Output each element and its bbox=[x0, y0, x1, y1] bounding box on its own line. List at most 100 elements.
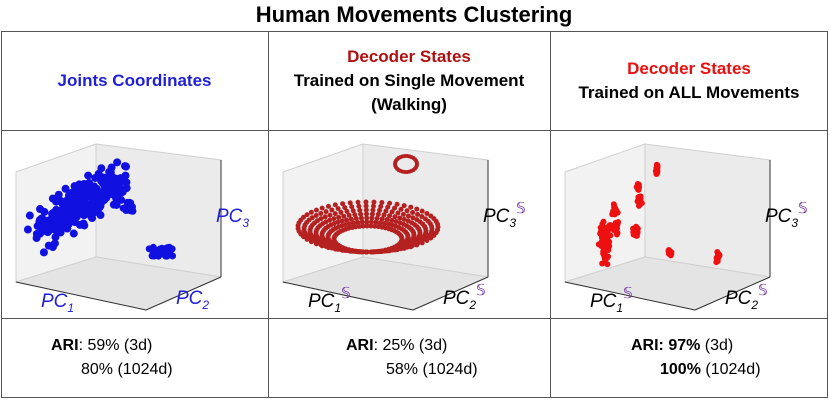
scatter-point bbox=[353, 224, 359, 230]
panel-header: (Walking) bbox=[371, 95, 447, 114]
scatter-point bbox=[358, 211, 364, 217]
axis-edge bbox=[15, 281, 147, 311]
scatter-point bbox=[79, 199, 88, 208]
scatter-point bbox=[372, 249, 378, 255]
scatter-point bbox=[50, 239, 59, 248]
table-grid bbox=[1, 31, 828, 398]
scatter-point bbox=[61, 184, 70, 193]
scatter-point bbox=[394, 201, 400, 207]
scatter-point bbox=[410, 215, 416, 221]
axis-label: PC1𝕊 bbox=[308, 285, 351, 315]
scatter-point bbox=[364, 219, 370, 225]
scatter-point bbox=[368, 249, 374, 255]
scatter-point bbox=[325, 203, 331, 209]
scatter-point bbox=[323, 209, 329, 215]
scatter-point bbox=[353, 216, 359, 222]
scatter-point bbox=[364, 215, 370, 221]
scatter-point bbox=[604, 227, 611, 234]
axis-label-sup: 𝕊 bbox=[516, 200, 526, 217]
scatter-point bbox=[356, 223, 362, 229]
scatter-point bbox=[630, 229, 637, 236]
scatter-point bbox=[355, 219, 361, 225]
scatter-point bbox=[50, 213, 59, 222]
scatter-point bbox=[408, 204, 414, 210]
scatter-point bbox=[419, 214, 425, 220]
scatter-point bbox=[397, 215, 403, 221]
scatter-point bbox=[80, 180, 89, 189]
scatter-point bbox=[368, 223, 374, 229]
scatter-point bbox=[51, 233, 60, 242]
scatter-point bbox=[612, 225, 619, 232]
scatter-point bbox=[304, 212, 310, 218]
scatter-point bbox=[148, 252, 156, 260]
ari-text: (1024d) bbox=[701, 361, 761, 378]
scatter-point bbox=[360, 249, 366, 255]
scatter-point bbox=[398, 206, 404, 212]
scatter-point bbox=[163, 252, 171, 260]
axis-label-sub: 3 bbox=[242, 216, 249, 230]
axis-label: PC2𝕊 bbox=[443, 282, 486, 312]
scatter-point bbox=[23, 225, 32, 234]
scatter-point bbox=[363, 203, 369, 209]
scatter-point bbox=[338, 209, 344, 215]
scatter-point bbox=[327, 212, 333, 218]
axis-label-base: PC bbox=[216, 206, 243, 227]
scatter-point bbox=[100, 175, 109, 184]
scatter-point bbox=[52, 205, 61, 214]
scatter-point bbox=[611, 210, 618, 217]
scatter-point bbox=[375, 211, 381, 217]
ari-line: ARI: 25% (3d) bbox=[346, 337, 447, 354]
scatter-point bbox=[363, 199, 369, 205]
axis-edge bbox=[412, 276, 489, 311]
scatter-point bbox=[39, 248, 48, 257]
ari-line: 80% (1024d) bbox=[81, 361, 173, 378]
ari-text: 58% (1024d) bbox=[386, 361, 478, 378]
scatter-point bbox=[358, 215, 364, 221]
scatter-point bbox=[415, 211, 421, 217]
scatter-point bbox=[56, 228, 65, 237]
scatter-point bbox=[346, 221, 352, 227]
scatter-point bbox=[67, 207, 76, 216]
axis-label-sup: 𝕊 bbox=[798, 200, 808, 217]
scatter-point bbox=[376, 248, 382, 254]
scatter-point bbox=[636, 196, 643, 203]
scatter-point bbox=[116, 174, 125, 183]
scatter-point bbox=[401, 216, 407, 222]
scatter-point bbox=[377, 220, 383, 226]
scatter-point bbox=[600, 218, 607, 225]
axis-label-sub: 1 bbox=[616, 301, 623, 315]
scatter-point bbox=[389, 217, 395, 223]
scatter-point bbox=[370, 207, 376, 213]
scatter-point bbox=[313, 212, 319, 218]
scatter-point bbox=[404, 208, 410, 214]
scatter-point bbox=[71, 200, 80, 209]
scatter-point bbox=[359, 219, 365, 225]
scatter-point bbox=[429, 223, 435, 229]
scatter-point bbox=[164, 244, 172, 252]
scatter-point bbox=[352, 212, 358, 218]
axis-label-base: PC bbox=[176, 288, 203, 309]
scatter-point bbox=[69, 229, 78, 238]
scatter-point bbox=[335, 206, 341, 212]
scatter-point bbox=[342, 205, 348, 211]
axis-edge bbox=[145, 276, 222, 311]
scatter-point bbox=[377, 207, 383, 213]
scatter-point bbox=[156, 245, 164, 253]
scatter-point bbox=[42, 216, 51, 225]
panel-header: Trained on Single Movement bbox=[294, 71, 525, 90]
scatter-point bbox=[342, 222, 348, 228]
axis-edge bbox=[282, 281, 414, 311]
panel-header: Joints Coordinates bbox=[58, 71, 212, 90]
scatter-point bbox=[364, 249, 370, 255]
scatter-point bbox=[336, 214, 342, 220]
scatter-point bbox=[607, 232, 614, 239]
panel-header: Decoder States bbox=[627, 59, 751, 78]
side-wall bbox=[644, 143, 771, 278]
axis-label-sub: 2 bbox=[750, 298, 758, 312]
scatter-point bbox=[419, 208, 425, 214]
scatter-point bbox=[399, 235, 405, 241]
axis-label-base: PC bbox=[41, 291, 68, 312]
scatter-point bbox=[370, 203, 376, 209]
scatter-point bbox=[32, 234, 41, 243]
axis-label-sub: 2 bbox=[201, 298, 209, 312]
